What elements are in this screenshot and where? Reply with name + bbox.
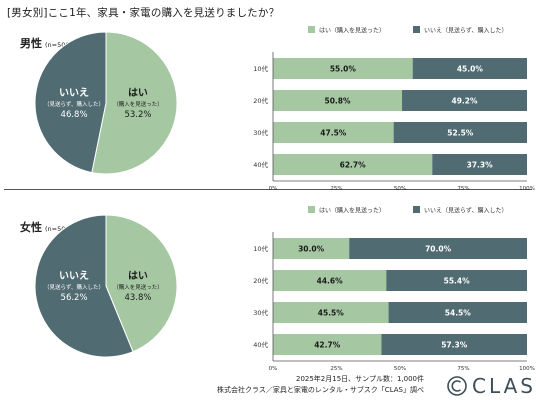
bar-value-label-yes: 50.8%: [325, 97, 352, 106]
category-label: 40代: [253, 160, 268, 169]
x-tick-label: 75%: [457, 186, 469, 192]
pie-label: いいえ: [59, 87, 89, 99]
section-divider: [4, 189, 532, 190]
bar-value-label-yes: 47.5%: [320, 129, 347, 138]
x-tick-label: 0%: [269, 186, 278, 192]
category-label: 40代: [253, 340, 268, 349]
clas-logo: CLAS: [446, 374, 536, 398]
category-label: 30代: [253, 128, 268, 137]
pie-sublabel: （見送らず、購入した）: [44, 283, 104, 291]
legend-label-no: いいえ（見送らず、購入した）: [424, 27, 507, 35]
category-label: 10代: [253, 244, 268, 253]
bar-yes: [273, 154, 433, 175]
category-label: 20代: [253, 96, 268, 105]
bar-value-label-no: 52.5%: [447, 129, 474, 138]
bar-no: [386, 270, 527, 291]
bar-value-label-yes: 62.7%: [340, 161, 367, 170]
bar-yes: [273, 238, 350, 259]
bar-value-label-no: 57.3%: [441, 341, 468, 350]
pie-sublabel: （購入を見送った）: [113, 283, 163, 291]
pie-value-label: 53.2%: [124, 110, 151, 120]
sample-size: (n=500): [45, 41, 73, 49]
section-label-female: 女性 (n=500): [20, 219, 72, 235]
pie-slice-yes: [91, 31, 178, 175]
pie-slice-no: [34, 214, 134, 358]
bar-value-label-yes: 42.7%: [314, 341, 341, 350]
pie-value-label: 46.8%: [61, 110, 88, 120]
legend-swatch-yes: [308, 26, 315, 33]
section-name: 男性: [20, 37, 42, 50]
sample-size: (n=500): [45, 225, 73, 233]
x-tick-label: 75%: [457, 366, 469, 372]
legend-swatch-no: [413, 206, 420, 213]
bar-value-label-no: 49.2%: [452, 97, 479, 106]
bar-value-label-yes: 44.6%: [317, 277, 344, 286]
pie-label: はい: [128, 87, 148, 99]
pie-sublabel: （見送らず、購入した）: [44, 100, 104, 108]
category-label: 30代: [253, 308, 268, 317]
bar-no: [381, 334, 527, 355]
category-label: 10代: [253, 64, 268, 73]
bar-no: [393, 122, 527, 143]
x-tick-label: 100%: [519, 186, 535, 192]
bar-value-label-yes: 30.0%: [298, 245, 325, 254]
pie-value-label: 56.2%: [61, 293, 88, 303]
x-tick-label: 0%: [269, 366, 278, 372]
bar-no: [388, 302, 527, 323]
pie-slice-no: [34, 31, 107, 174]
logo-text: CLAS: [472, 374, 536, 398]
x-tick-label: 25%: [330, 186, 342, 192]
x-tick-label: 50%: [394, 186, 406, 192]
pie-slice-yes: [105, 214, 178, 353]
bar-value-label-no: 54.5%: [445, 309, 472, 318]
pie-sublabel: （購入を見送った）: [113, 100, 163, 108]
bar-value-label-no: 45.0%: [457, 65, 484, 74]
bar-value-label-yes: 45.5%: [318, 309, 345, 318]
page-title: [男女別]ここ1年、家具・家電の購入を見送りましたか？: [7, 7, 280, 19]
x-tick-label: 25%: [330, 366, 342, 372]
pie-label: いいえ: [59, 270, 89, 282]
bar-yes: [273, 334, 382, 355]
bar-yes: [273, 270, 387, 291]
bar-value-label-no: 70.0%: [425, 245, 452, 254]
footer-date-sample: 2025年2月15日、サンプル数：1,000件: [295, 375, 424, 383]
bar-no: [349, 238, 527, 259]
legend-label-no: いいえ（見送らず、購入した）: [424, 207, 507, 215]
bar-value-label-yes: 55.0%: [330, 65, 357, 74]
bar-value-label-no: 55.4%: [444, 277, 471, 286]
bar-yes: [273, 90, 403, 111]
section-label-male: 男性 (n=500): [20, 35, 72, 51]
bar-value-label-no: 37.3%: [467, 161, 494, 170]
legend-label-yes: はい（購入を見送った）: [319, 27, 385, 35]
pie-label: はい: [128, 270, 148, 282]
section-name: 女性: [20, 221, 42, 234]
bar-no: [432, 154, 527, 175]
clas-logo-icon: [447, 376, 467, 396]
bar-yes: [273, 122, 394, 143]
bar-yes: [273, 302, 389, 323]
x-tick-label: 100%: [519, 366, 535, 372]
footer-source: 株式会社クラス／家具と家電のレンタル・サブスク「CLAS」調べ: [216, 386, 424, 394]
category-label: 20代: [253, 276, 268, 285]
legend-label-yes: はい（購入を見送った）: [319, 207, 385, 215]
legend-swatch-no: [413, 26, 420, 33]
x-tick-label: 50%: [394, 366, 406, 372]
bar-no: [402, 90, 527, 111]
bar-no: [412, 58, 527, 79]
bar-yes: [273, 58, 413, 79]
pie-value-label: 43.8%: [124, 293, 151, 303]
legend-swatch-yes: [308, 206, 315, 213]
